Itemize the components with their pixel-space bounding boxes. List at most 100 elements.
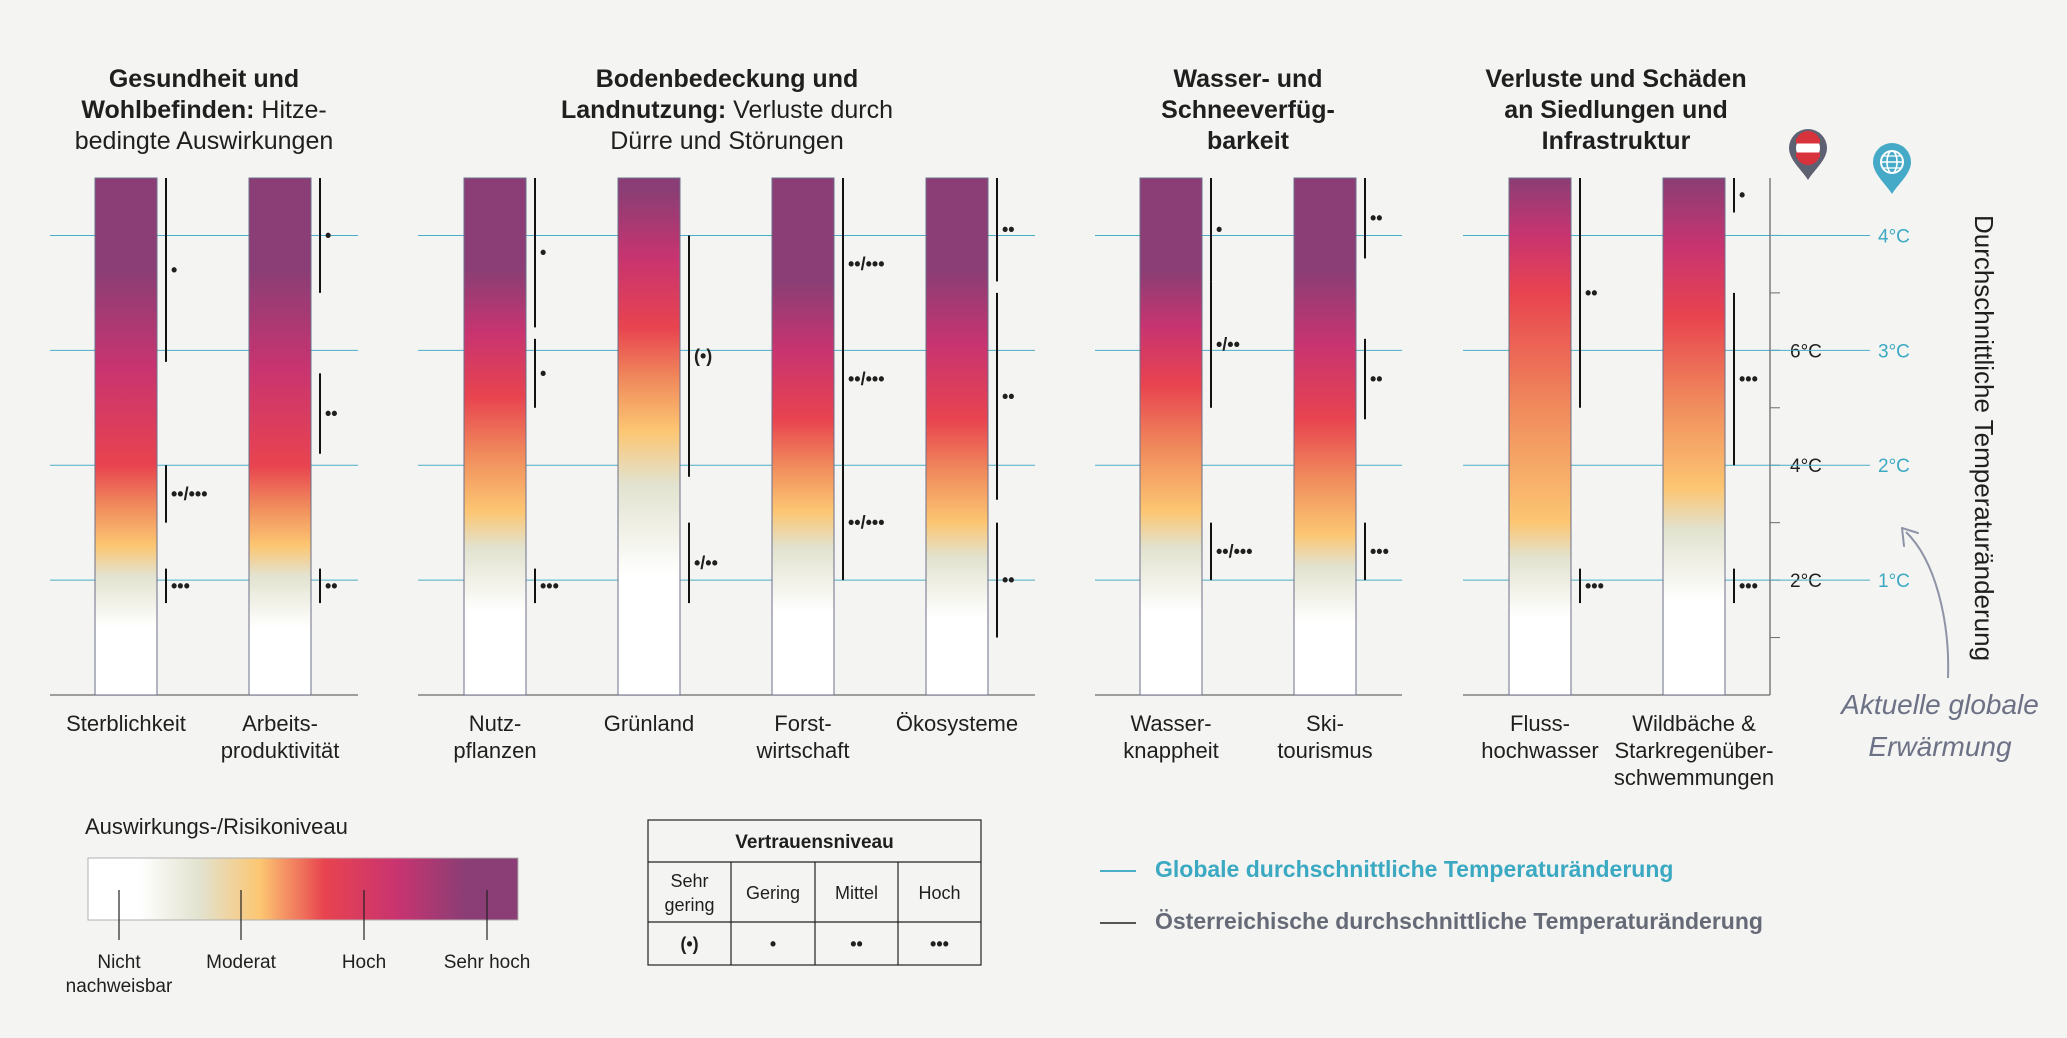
- confidence-table-symbol: •••: [930, 934, 949, 954]
- confidence-level-label: •: [540, 363, 546, 383]
- austria-tick-label: 4°C: [1790, 456, 1822, 477]
- austria-legend-line: [1100, 922, 1136, 924]
- risk-bar: [617, 177, 681, 696]
- bar-label-line: Wildbäche &: [1632, 711, 1756, 736]
- risk-bar: [1662, 177, 1726, 696]
- bar-label-line: Starkregenüber-: [1615, 738, 1774, 763]
- bar-label-line: schwemmungen: [1614, 765, 1774, 790]
- risk-legend-level-label: Moderat: [206, 952, 276, 973]
- current-warming-label-line: Aktuelle globale: [1839, 689, 2039, 720]
- bar-label-line: wirtschaft: [756, 738, 850, 763]
- confidence-level-label: •••: [540, 576, 559, 596]
- risk-bars: [94, 177, 1726, 696]
- group-title-bold: Wohlbefinden:: [81, 96, 261, 124]
- confidence-level-label: ••: [325, 404, 338, 424]
- global-tick-label: 1°C: [1878, 571, 1910, 592]
- bar-label-line: Wasser-: [1130, 711, 1211, 736]
- confidence-table-header: Hoch: [918, 883, 960, 903]
- group-title-regular: Hitze-: [261, 96, 326, 124]
- confidence-level-label: ••/•••: [848, 369, 885, 389]
- global-tick-label: 3°C: [1878, 341, 1910, 362]
- group-title-bold: Landnutzung:: [561, 96, 733, 124]
- confidence-level-label: ••: [1002, 220, 1015, 240]
- bar-label-line: Forst-: [774, 711, 831, 736]
- group-title-line: Wasser- und: [1173, 65, 1322, 93]
- confidence-level-label: •••: [1739, 369, 1758, 389]
- risk-bar: [925, 177, 989, 696]
- bar-label-line: Grünland: [604, 711, 695, 736]
- group-title-regular: Verluste durch: [733, 96, 893, 124]
- group-title-line: Wohlbefinden: Hitze-: [81, 96, 326, 124]
- confidence-table-symbol: ••: [850, 934, 863, 954]
- austria-tick-label: 2°C: [1790, 571, 1822, 592]
- confidence-level-label: ••/•••: [1216, 541, 1253, 561]
- risk-bar: [463, 177, 527, 696]
- confidence-table-symbol: (•): [680, 934, 698, 954]
- confidence-table-header: Sehr: [670, 871, 708, 891]
- bar-label-line: Sterblichkeit: [66, 711, 186, 736]
- austria-flag-top-band: [1796, 138, 1820, 144]
- confidence-table-title: Vertrauensniveau: [735, 832, 893, 853]
- confidence-level-label: (•): [694, 346, 712, 366]
- confidence-table-header: Mittel: [835, 883, 878, 903]
- risk-bar: [1508, 177, 1572, 696]
- group-title-line: an Siedlungen und: [1504, 96, 1728, 124]
- curved-arrow-icon: [1905, 531, 1950, 679]
- risk-bar: [1293, 177, 1357, 696]
- confidence-level-label: •••: [1370, 541, 1389, 561]
- confidence-level-label: •••: [171, 576, 190, 596]
- risk-bar: [94, 177, 158, 696]
- bar-label-line: Ski-: [1306, 711, 1344, 736]
- confidence-level-label: •: [325, 225, 331, 245]
- risk-bar: [771, 177, 835, 696]
- bar-label-line: produktivität: [221, 738, 340, 763]
- austria-tick-label: 6°C: [1790, 341, 1822, 362]
- confidence-level-label: ••: [1370, 208, 1383, 228]
- bar-label-line: pflanzen: [453, 738, 536, 763]
- risk-legend-level-label: nachweisbar: [66, 976, 173, 997]
- group-title-line: Dürre und Störungen: [610, 127, 843, 155]
- group-title-line: Landnutzung: Verluste durch: [561, 96, 893, 124]
- curved-arrow-head: [1901, 527, 1919, 547]
- group-title-line: bedingte Auswirkungen: [75, 127, 334, 155]
- risk-legend-title: Auswirkungs-/Risikoniveau: [85, 814, 348, 839]
- bar-label-line: tourismus: [1277, 738, 1372, 763]
- confidence-level-label: •••: [1739, 576, 1758, 596]
- group-title-line: Schneeverfüg-: [1161, 96, 1335, 124]
- confidence-level-label: •: [1216, 220, 1222, 240]
- legends: Auswirkungs-/Risikoniveau Nicht nachweisba…: [66, 814, 982, 997]
- confidence-level-label: ••: [1002, 570, 1015, 590]
- confidence-level-label: •••: [1585, 576, 1604, 596]
- group-title-line: Bodenbedeckung und: [596, 65, 859, 93]
- confidence-level-label: ••/•••: [848, 254, 885, 274]
- confidence-table-symbol: •: [770, 934, 776, 954]
- risk-legend-level-label: Hoch: [342, 952, 386, 973]
- bar-label-line: Fluss-: [1510, 711, 1570, 736]
- confidence-level-label: •: [540, 243, 546, 263]
- global-tick-label: 4°C: [1878, 226, 1910, 247]
- risk-bar: [248, 177, 312, 696]
- bar-label-line: hochwasser: [1481, 738, 1598, 763]
- risk-legend-level-label: Nicht: [97, 952, 141, 973]
- risk-legend-colorbar: [87, 857, 519, 921]
- current-warming-label-line: Erwärmung: [1868, 731, 2012, 762]
- group-title-line: Verluste und Schäden: [1485, 65, 1746, 93]
- group-title-line: barkeit: [1207, 127, 1290, 155]
- bar-label-line: Arbeits-: [242, 711, 318, 736]
- confidence-level-label: •/••: [694, 553, 718, 573]
- confidence-level-label: ••/•••: [171, 484, 208, 504]
- axes: 2°C 4°C 6°C 1°C 2°C 3°C 4°C Durchschnittliche T…: [1769, 129, 2039, 762]
- confidence-level-label: •/••: [1216, 335, 1240, 355]
- austria-legend-label: Österreichische durchschnittliche Temper…: [1155, 908, 1763, 934]
- group-titles: Gesundheit und Wohlbefinden: Hitze-beding…: [75, 65, 1747, 155]
- group-title-line: Gesundheit und: [109, 65, 299, 93]
- confidence-level-label: ••: [1002, 386, 1015, 406]
- confidence-level-label: ••: [1585, 283, 1598, 303]
- global-tick-label: 2°C: [1878, 456, 1910, 477]
- confidence-level-label: ••: [1370, 369, 1383, 389]
- bar-labels: Sterblichkeit Arbeits-produktivität Nutz-p…: [66, 711, 1774, 790]
- risk-bar: [1139, 177, 1203, 696]
- confidence-level-label: •: [171, 260, 177, 280]
